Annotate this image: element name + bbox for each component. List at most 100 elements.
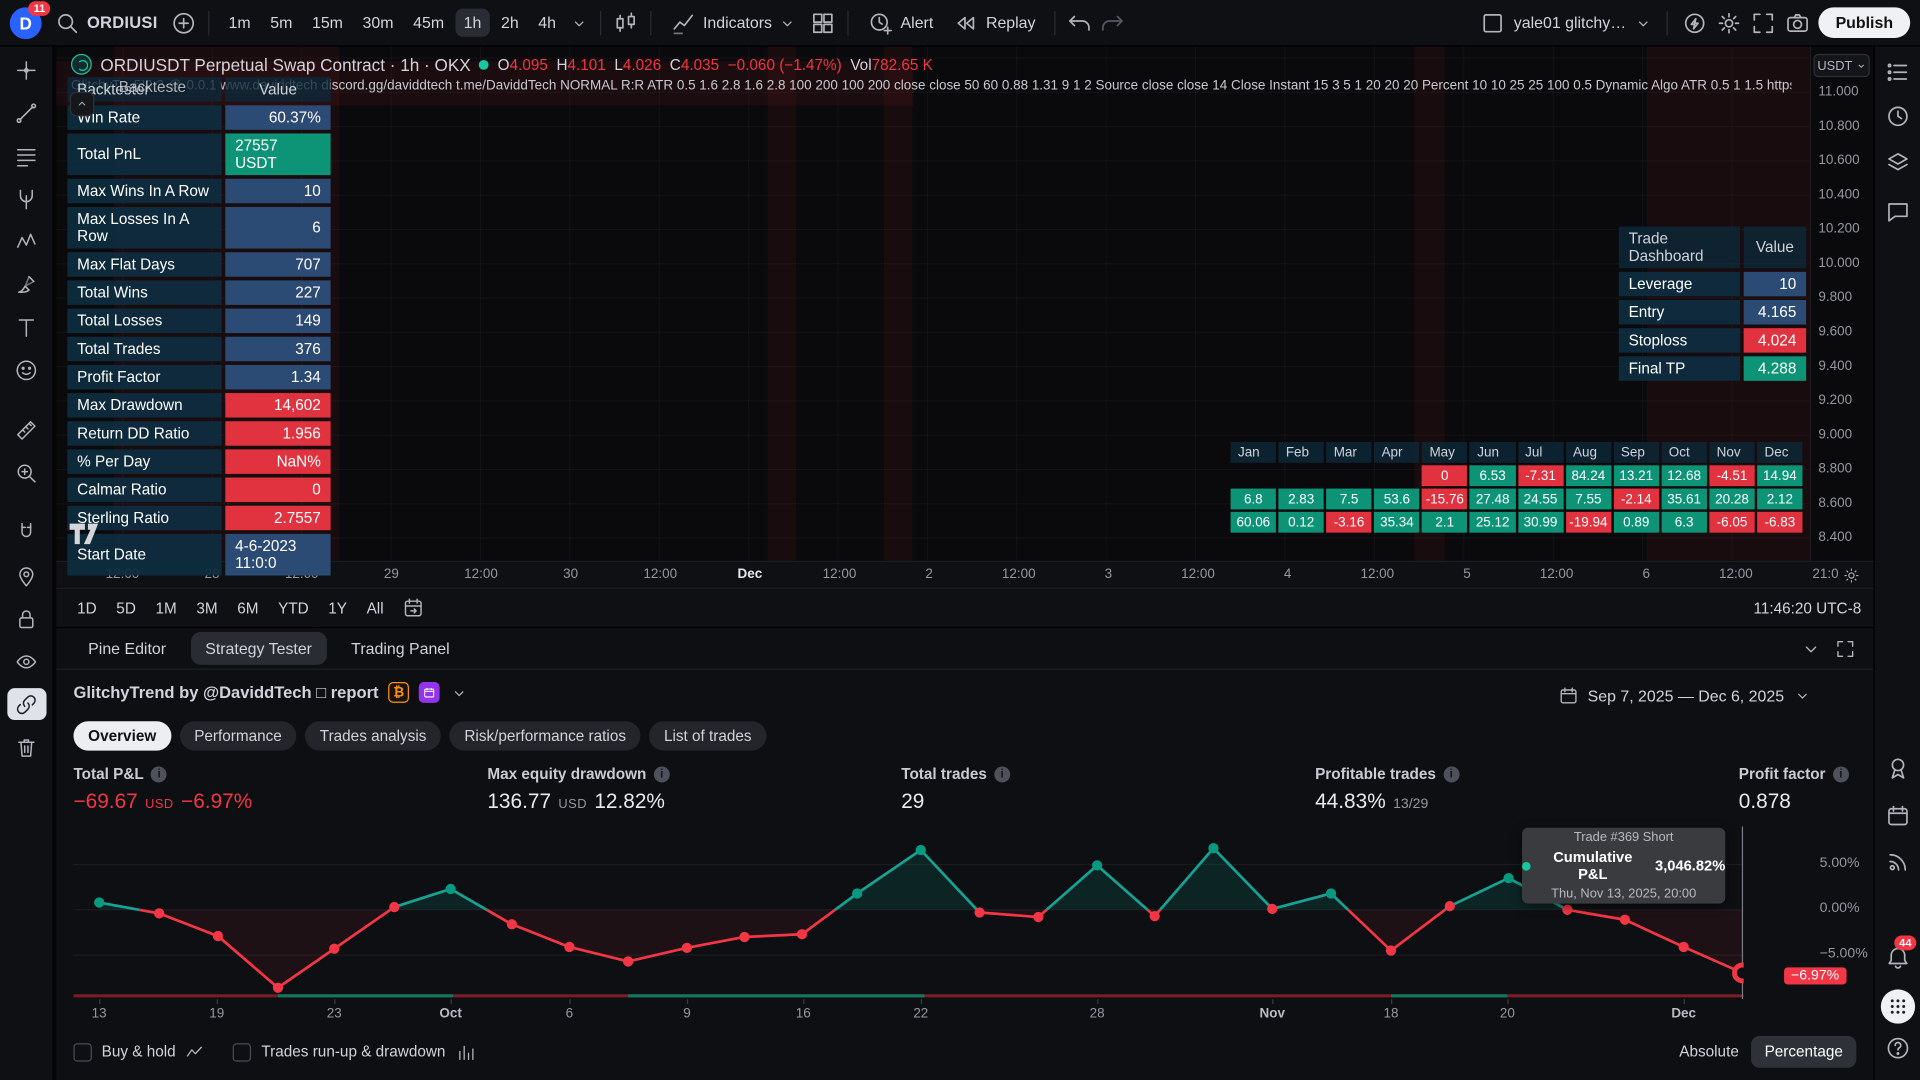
timeframe-30m[interactable]: 30m xyxy=(354,9,402,37)
trade-marker[interactable] xyxy=(213,931,223,941)
pitchfork-tool-icon[interactable] xyxy=(7,182,46,214)
trade-marker[interactable] xyxy=(1620,915,1630,925)
timeframe-5m[interactable]: 5m xyxy=(262,9,301,37)
trade-marker[interactable] xyxy=(739,932,749,942)
fullscreen-icon[interactable] xyxy=(1750,9,1777,36)
trade-marker[interactable] xyxy=(564,942,574,952)
brush-tool-icon[interactable] xyxy=(7,268,46,300)
trade-marker[interactable] xyxy=(1150,911,1160,921)
user-avatar[interactable]: D 11 xyxy=(10,7,42,39)
redo-icon[interactable] xyxy=(1098,9,1125,36)
layout-chevron-icon[interactable] xyxy=(1634,13,1654,33)
range-all-button[interactable]: All xyxy=(358,594,392,621)
measure-tool-icon[interactable] xyxy=(7,414,46,446)
apps-grid-icon[interactable] xyxy=(1881,989,1915,1023)
trade-marker[interactable] xyxy=(1679,942,1689,952)
zoom-in-tool-icon[interactable] xyxy=(7,457,46,489)
trade-marker[interactable] xyxy=(445,884,455,894)
price-axis[interactable]: 11.00010.80010.60010.40010.20010.0009.80… xyxy=(1810,47,1874,561)
replay-button[interactable]: Replay xyxy=(946,4,1043,41)
trade-marker[interactable] xyxy=(329,944,339,954)
range-1m-button[interactable]: 1M xyxy=(147,594,185,621)
trade-marker[interactable] xyxy=(507,919,517,929)
trade-marker[interactable] xyxy=(916,845,926,855)
candlestick-style-icon[interactable] xyxy=(612,9,639,36)
date-range-selector[interactable]: Sep 7, 2025 — Dec 6, 2025 xyxy=(1557,684,1812,706)
absolute-button[interactable]: Absolute xyxy=(1679,1043,1739,1060)
lock-tool-icon[interactable] xyxy=(7,602,46,634)
fib-retracement-tool-icon[interactable] xyxy=(7,140,46,172)
info-icon[interactable]: i xyxy=(1833,766,1849,782)
clock-timezone[interactable]: 11:46:20 UTC-8 xyxy=(1753,599,1861,616)
indicators-button[interactable]: Indicators xyxy=(663,4,806,41)
trade-marker[interactable] xyxy=(94,897,104,907)
chart-title[interactable]: ORDIUSDT Perpetual Swap Contract · 1h · … xyxy=(100,54,470,74)
go-to-date-icon[interactable] xyxy=(402,596,425,619)
trade-marker[interactable] xyxy=(852,888,862,898)
magnet-tool-icon[interactable] xyxy=(7,517,46,549)
percentage-button[interactable]: Percentage xyxy=(1751,1036,1856,1068)
trade-marker[interactable] xyxy=(974,907,984,917)
calendar-icon[interactable] xyxy=(1884,802,1911,829)
medal-icon[interactable] xyxy=(1884,754,1911,781)
trade-marker[interactable] xyxy=(273,983,283,993)
screenshot-camera-icon[interactable] xyxy=(1784,9,1811,36)
chat-icon[interactable] xyxy=(1884,198,1911,225)
publish-button[interactable]: Publish xyxy=(1818,7,1910,38)
layers-icon[interactable] xyxy=(1884,149,1911,176)
crosshair-tool-icon[interactable] xyxy=(7,54,46,86)
range-1y-button[interactable]: 1Y xyxy=(320,594,356,621)
layout-select-icon[interactable] xyxy=(1480,9,1507,36)
trade-marker[interactable] xyxy=(154,908,164,918)
timeframe-2h[interactable]: 2h xyxy=(492,9,527,37)
tab-strategy-tester[interactable]: Strategy Tester xyxy=(191,632,327,665)
emoji-tool-icon[interactable] xyxy=(7,354,46,386)
link-tool-icon[interactable] xyxy=(7,688,46,720)
strategy-chevron-icon[interactable] xyxy=(450,683,470,703)
quick-search-icon[interactable] xyxy=(1681,9,1708,36)
cumulative-pnl-chart[interactable] xyxy=(73,827,1743,1000)
info-icon[interactable]: i xyxy=(1443,766,1459,782)
range-6m-button[interactable]: 6M xyxy=(229,594,267,621)
trade-marker[interactable] xyxy=(1386,945,1396,955)
layout-name[interactable]: yale01 glitchy… xyxy=(1514,13,1626,31)
axis-settings-gear-icon[interactable] xyxy=(1842,566,1862,586)
checkbox-trades-run-up-drawdown[interactable]: Trades run-up & drawdown xyxy=(233,1041,476,1062)
info-icon[interactable]: i xyxy=(994,766,1010,782)
timeframe-1m[interactable]: 1m xyxy=(220,9,259,37)
timeframe-45m[interactable]: 45m xyxy=(405,9,453,37)
tab-pine-editor[interactable]: Pine Editor xyxy=(73,632,180,665)
report-tab-risk-performance-ratios[interactable]: Risk/performance ratios xyxy=(450,721,641,750)
trade-marker[interactable] xyxy=(682,943,692,953)
eye-tool-icon[interactable] xyxy=(7,645,46,677)
range-5d-button[interactable]: 5D xyxy=(108,594,145,621)
tab-trading-panel[interactable]: Trading Panel xyxy=(336,632,464,665)
timeframe-15m[interactable]: 15m xyxy=(303,9,351,37)
strategy-title[interactable]: GlitchyTrend by @DaviddTech □ report xyxy=(73,683,378,701)
alert-button[interactable]: Alert xyxy=(860,4,940,41)
xabcd-pattern-tool-icon[interactable] xyxy=(7,225,46,257)
timeframe-1h[interactable]: 1h xyxy=(455,9,490,37)
trade-marker[interactable] xyxy=(623,956,633,966)
settings-gear-icon[interactable] xyxy=(1716,9,1743,36)
trash-tool-icon[interactable] xyxy=(7,731,46,763)
current-trade-marker[interactable] xyxy=(1734,965,1743,981)
collapse-legend-button[interactable] xyxy=(70,92,94,116)
symbol-search-button[interactable]: ORDIUSI xyxy=(47,6,165,40)
trade-marker[interactable] xyxy=(797,929,807,939)
info-icon[interactable]: i xyxy=(654,766,670,782)
trade-marker[interactable] xyxy=(1267,904,1277,914)
pin-tool-icon[interactable] xyxy=(7,560,46,592)
trade-marker[interactable] xyxy=(1033,912,1043,922)
currency-toggle-button[interactable]: USDT xyxy=(1813,54,1869,77)
help-icon[interactable] xyxy=(1884,1035,1911,1062)
broadcast-icon[interactable] xyxy=(1884,849,1911,876)
report-tab-performance[interactable]: Performance xyxy=(180,721,297,750)
checkbox-buy-hold[interactable]: Buy & hold xyxy=(73,1041,206,1062)
range-ytd-button[interactable]: YTD xyxy=(270,594,318,621)
timeframe-chevron-icon[interactable] xyxy=(569,13,589,33)
maximize-panel-icon[interactable] xyxy=(1834,637,1856,659)
checkbox-box[interactable] xyxy=(233,1043,251,1061)
grid-layout-icon[interactable] xyxy=(810,9,837,36)
trend-line-tool-icon[interactable] xyxy=(7,97,46,129)
